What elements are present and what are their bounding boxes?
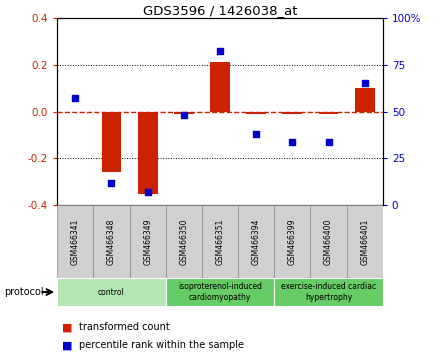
Bar [57, 279, 166, 306]
Bar [274, 279, 383, 306]
Title: GDS3596 / 1426038_at: GDS3596 / 1426038_at [143, 4, 297, 17]
Bar [202, 205, 238, 278]
Point [108, 180, 115, 185]
Point [361, 80, 368, 86]
Bar [246, 112, 266, 114]
Bar [174, 112, 194, 114]
Text: GSM466341: GSM466341 [71, 218, 80, 265]
Bar [282, 112, 302, 114]
Bar [129, 205, 166, 278]
Text: GSM466394: GSM466394 [252, 218, 260, 265]
Bar [102, 112, 121, 172]
Text: GSM466350: GSM466350 [180, 218, 188, 265]
Text: percentile rank within the sample: percentile rank within the sample [79, 340, 244, 350]
Bar [166, 279, 274, 306]
Text: GSM466348: GSM466348 [107, 218, 116, 265]
Text: GSM466349: GSM466349 [143, 218, 152, 265]
Point [253, 131, 260, 137]
Text: isoproterenol-induced
cardiomyopathy: isoproterenol-induced cardiomyopathy [178, 282, 262, 302]
Bar [166, 205, 202, 278]
Text: GSM466400: GSM466400 [324, 218, 333, 265]
Point [325, 139, 332, 144]
Bar [138, 112, 158, 194]
Point [180, 113, 187, 118]
Text: GSM466351: GSM466351 [216, 218, 224, 265]
Bar [355, 88, 375, 112]
Bar [238, 205, 274, 278]
Point [72, 96, 79, 101]
Bar [347, 205, 383, 278]
Text: transformed count: transformed count [79, 322, 170, 332]
Text: control: control [98, 287, 125, 297]
Bar [319, 112, 338, 114]
Bar [57, 205, 93, 278]
Text: ■: ■ [62, 340, 72, 350]
Text: ■: ■ [62, 322, 72, 332]
Point [216, 48, 224, 54]
Text: GSM466401: GSM466401 [360, 218, 369, 265]
Text: exercise-induced cardiac
hypertrophy: exercise-induced cardiac hypertrophy [281, 282, 376, 302]
Bar [93, 205, 129, 278]
Point [289, 139, 296, 144]
Text: protocol: protocol [4, 287, 44, 297]
Point [144, 189, 151, 195]
Text: GSM466399: GSM466399 [288, 218, 297, 265]
Bar [210, 62, 230, 112]
Bar [274, 205, 311, 278]
Bar [311, 205, 347, 278]
